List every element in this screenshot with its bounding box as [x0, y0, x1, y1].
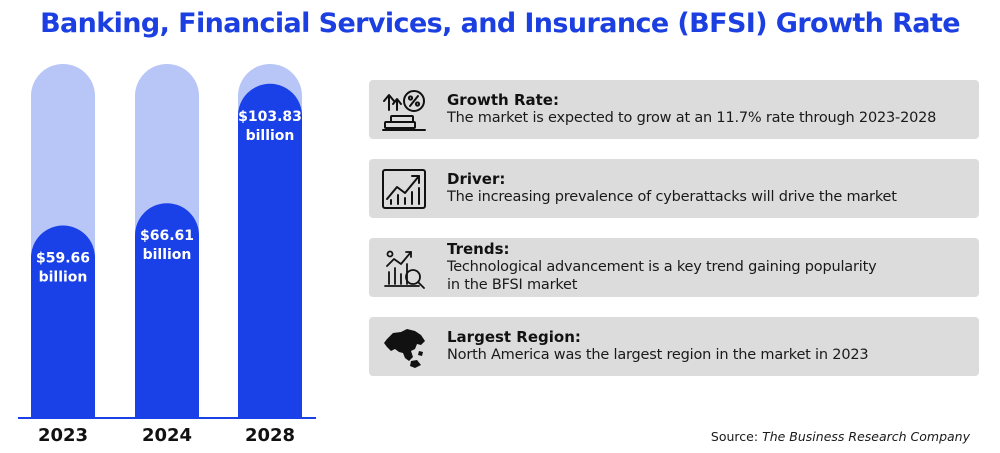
driver-chart-icon	[382, 169, 426, 209]
info-cards: Growth Rate: The market is expected to g…	[369, 80, 979, 396]
card-driver: Driver: The increasing prevalence of cyb…	[369, 159, 979, 218]
trends-analysis-icon	[384, 250, 425, 289]
card-heading: Trends:	[447, 240, 510, 258]
growth-bar-chart: $59.66 billion 2023 $66.61 billion 2024 $103.8…	[18, 64, 316, 446]
bar-data-label-2024-unit: billion	[143, 247, 192, 263]
card-trends: Trends: Technological advancement is a k…	[369, 238, 979, 297]
card-heading: Largest Region:	[447, 328, 581, 346]
x-tick-label-2023: 2023	[38, 425, 88, 446]
bar-data-label-2024: $66.61	[140, 228, 194, 244]
bar-data-label-2028: $103.83	[238, 109, 302, 125]
card-heading: Driver:	[447, 170, 506, 188]
world-region-icon	[384, 329, 425, 368]
bar-data-label-2028-unit: billion	[246, 128, 295, 144]
bar-data-label-2023-unit: billion	[39, 270, 88, 286]
card-growth-rate: Growth Rate: The market is expected to g…	[369, 80, 979, 139]
card-largest-region: Largest Region: North America was the la…	[369, 317, 979, 376]
x-tick-label-2024: 2024	[142, 425, 192, 446]
x-tick-label-2028: 2028	[245, 425, 295, 446]
source-label: Source:	[710, 429, 759, 444]
card-body: The market is expected to grow at an 11.…	[447, 110, 937, 126]
card-heading: Growth Rate:	[447, 91, 559, 109]
card-body: North America was the largest region in …	[447, 347, 869, 363]
bar-2028	[238, 83, 302, 417]
bar-2024	[135, 203, 199, 417]
source-org: The Business Research Company	[762, 429, 970, 444]
card-body-line-2: in the BFSI market	[447, 277, 578, 293]
bar-2023	[31, 225, 95, 417]
bar-data-label-2023: $59.66	[36, 251, 90, 267]
source-note: Source: The Business Research Company	[711, 429, 970, 444]
card-body: Technological advancement is a key trend…	[447, 259, 877, 275]
card-body: The increasing prevalence of cyberattack…	[447, 189, 897, 205]
growth-rate-icon	[382, 90, 426, 131]
page-title: Banking, Financial Services, and Insuran…	[40, 8, 960, 39]
